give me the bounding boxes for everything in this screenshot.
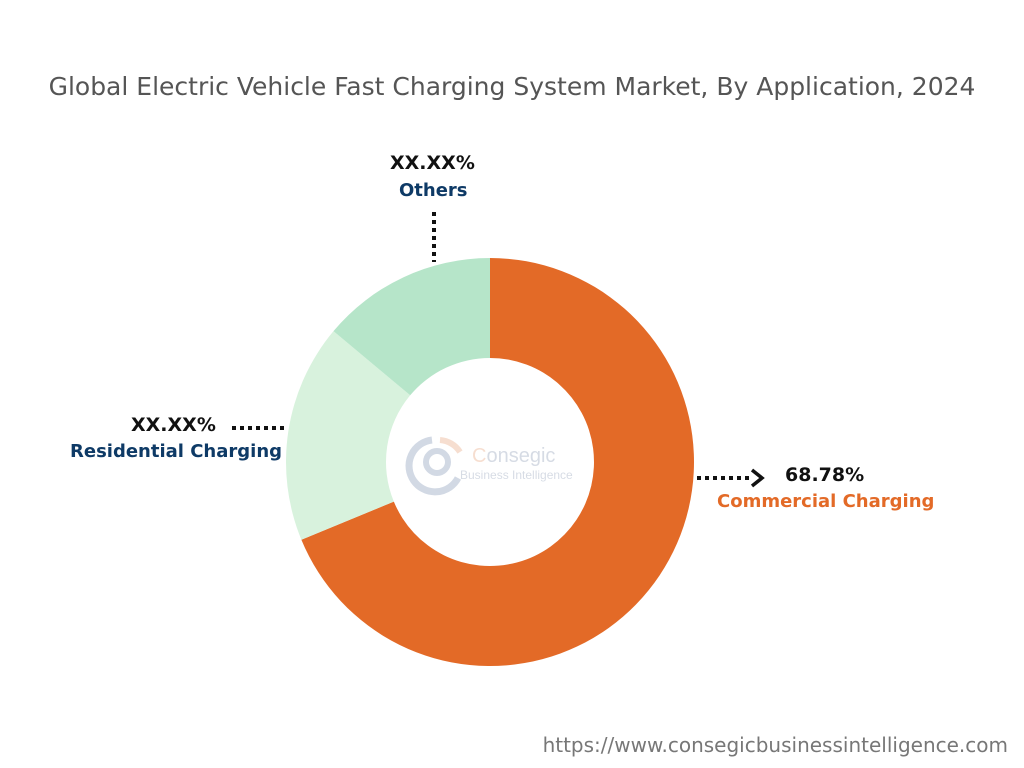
slice-commercial-charging <box>301 258 694 666</box>
others-value: XX.XX% <box>390 152 475 174</box>
others-label: Others <box>399 180 468 201</box>
slice-residential-charging <box>286 331 411 540</box>
chart-title: Global Electric Vehicle Fast Charging Sy… <box>48 72 976 101</box>
svg-text:Business Intelligence: Business Intelligence <box>460 468 573 482</box>
arrow-icon <box>750 468 765 488</box>
commercial-label: Commercial Charging <box>717 491 935 512</box>
residential-value: XX.XX% <box>131 414 216 436</box>
slice-others <box>333 258 490 396</box>
source-url: https://www.consegicbusinessintelligence… <box>542 733 1008 757</box>
logo-watermark: Consegic Business Intelligence <box>405 436 573 496</box>
residential-label: Residential Charging <box>70 441 283 462</box>
commercial-value: 68.78% <box>785 464 865 486</box>
svg-text:Consegic: Consegic <box>472 445 555 467</box>
